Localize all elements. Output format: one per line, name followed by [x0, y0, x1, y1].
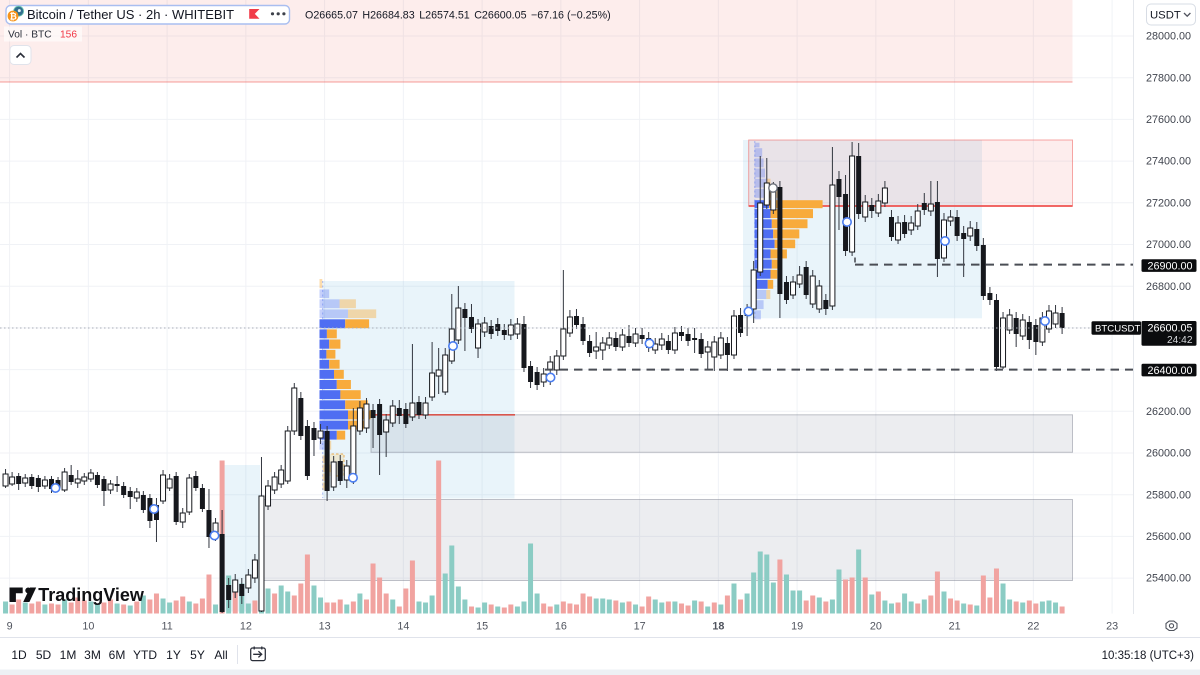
svg-text:25400.00: 25400.00 — [1146, 573, 1191, 585]
svg-text:26900.00: 26900.00 — [1147, 260, 1192, 272]
svg-text:10: 10 — [82, 621, 94, 633]
svg-text:All: All — [214, 648, 227, 662]
svg-text:24:42: 24:42 — [1167, 335, 1193, 346]
svg-text:3M: 3M — [84, 648, 101, 662]
svg-text:25800.00: 25800.00 — [1146, 489, 1191, 501]
svg-text:1D: 1D — [11, 648, 27, 662]
svg-text:1Y: 1Y — [166, 648, 181, 662]
svg-text:26200.00: 26200.00 — [1146, 406, 1191, 418]
svg-text:26000.00: 26000.00 — [1146, 448, 1191, 460]
svg-text:26400.00: 26400.00 — [1147, 365, 1192, 377]
svg-text:27600.00: 27600.00 — [1146, 114, 1191, 126]
svg-text:10:35:18 (UTC+3): 10:35:18 (UTC+3) — [1102, 650, 1195, 662]
svg-text:9: 9 — [7, 621, 13, 633]
svg-text:16: 16 — [555, 621, 567, 633]
svg-text:27200.00: 27200.00 — [1146, 197, 1191, 209]
svg-text:BTCUSDT: BTCUSDT — [1095, 324, 1140, 335]
svg-text:19: 19 — [791, 621, 803, 633]
svg-text:₿: ₿ — [10, 12, 17, 22]
svg-text:14: 14 — [397, 621, 409, 633]
svg-text:12: 12 — [240, 621, 252, 633]
svg-text:28000.00: 28000.00 — [1146, 31, 1191, 43]
svg-text:11: 11 — [161, 621, 172, 633]
svg-text:15: 15 — [476, 621, 488, 633]
svg-text:5D: 5D — [36, 648, 52, 662]
svg-text:13: 13 — [319, 621, 331, 633]
svg-text:20: 20 — [870, 621, 882, 633]
svg-text:1M: 1M — [60, 648, 77, 662]
svg-text:27000.00: 27000.00 — [1146, 239, 1191, 251]
svg-text:26600.05: 26600.05 — [1147, 323, 1192, 335]
svg-text:27800.00: 27800.00 — [1146, 72, 1191, 84]
svg-text:TradingView: TradingView — [38, 585, 145, 605]
svg-text:YTD: YTD — [133, 648, 157, 662]
svg-text:27400.00: 27400.00 — [1146, 156, 1191, 168]
svg-text:26800.00: 26800.00 — [1146, 281, 1191, 293]
svg-text:17: 17 — [634, 621, 646, 633]
svg-text:156: 156 — [60, 30, 77, 41]
svg-text:21: 21 — [949, 621, 961, 633]
svg-text:Vol · BTC: Vol · BTC — [8, 30, 52, 41]
svg-text:25600.00: 25600.00 — [1146, 531, 1191, 543]
svg-text:5Y: 5Y — [190, 648, 205, 662]
svg-text:Bitcoin / Tether US · 2h · WHI: Bitcoin / Tether US · 2h · WHITEBIT — [27, 7, 234, 22]
svg-text:23: 23 — [1106, 621, 1118, 633]
svg-text:USDT: USDT — [1150, 10, 1181, 22]
svg-text:18: 18 — [712, 621, 724, 633]
svg-text:22: 22 — [1027, 621, 1039, 633]
svg-text:6M: 6M — [109, 648, 126, 662]
